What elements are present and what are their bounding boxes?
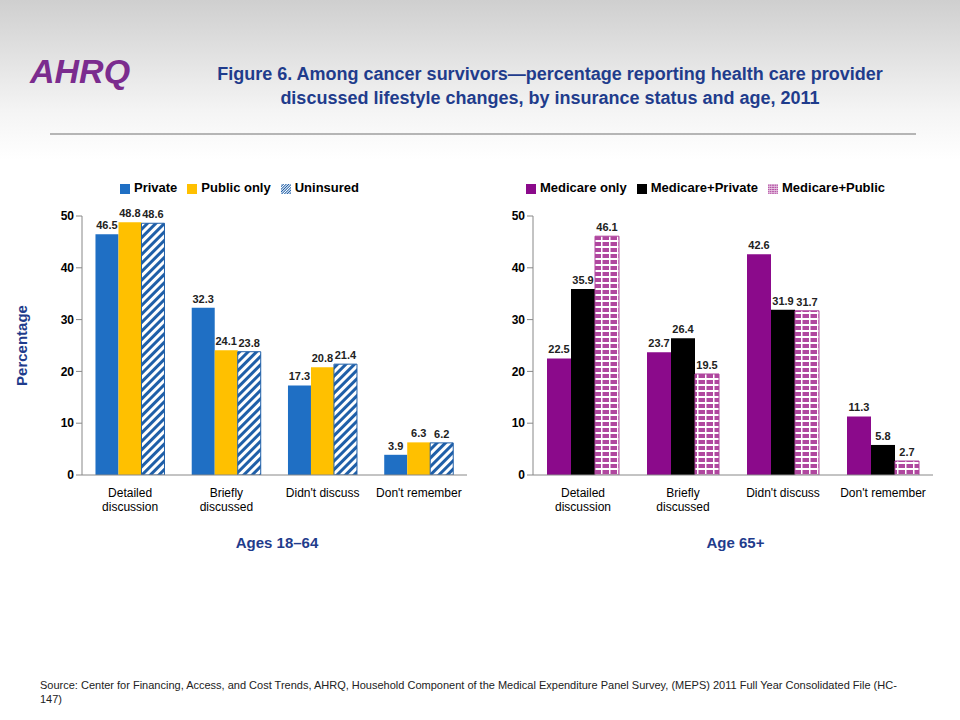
svg-text:0: 0 bbox=[67, 468, 74, 482]
svg-text:42.6: 42.6 bbox=[748, 239, 769, 251]
html-text:AHRQ: AHRQ bbox=[30, 52, 131, 90]
svg-text:Brieflydiscussed: Brieflydiscussed bbox=[200, 486, 253, 514]
svg-text:Don't remember: Don't remember bbox=[376, 486, 462, 500]
svg-text:20.8: 20.8 bbox=[312, 352, 333, 364]
svg-text:31.7: 31.7 bbox=[796, 296, 817, 308]
svg-text:Detaileddiscussion: Detaileddiscussion bbox=[555, 486, 611, 514]
svg-text:32.3: 32.3 bbox=[193, 293, 214, 305]
html-text:Uninsured: Uninsured bbox=[294, 180, 359, 195]
html-text:Medicare+Public: Medicare+Public bbox=[782, 180, 885, 195]
html-text:Figure 6. Among cancer survivo: Figure 6. Among cancer survivors—percent… bbox=[217, 64, 883, 108]
svg-text:31.9: 31.9 bbox=[772, 295, 793, 307]
svg-text:24.1: 24.1 bbox=[216, 335, 237, 347]
svg-text:Percentage: Percentage bbox=[13, 305, 30, 386]
svg-text:48.8: 48.8 bbox=[119, 207, 140, 219]
html-text:Medicare+Private: Medicare+Private bbox=[650, 180, 758, 195]
svg-text:11.3: 11.3 bbox=[849, 401, 870, 413]
html-text:Ages 18–64: Ages 18–64 bbox=[235, 534, 319, 551]
svg-text:50: 50 bbox=[61, 209, 75, 223]
svg-text:2.7: 2.7 bbox=[899, 446, 914, 458]
html-text:Medicare only: Medicare only bbox=[540, 180, 627, 195]
svg-text:6.3: 6.3 bbox=[411, 427, 426, 439]
svg-text:10: 10 bbox=[61, 416, 75, 430]
svg-text:30: 30 bbox=[61, 313, 75, 327]
svg-text:21.4: 21.4 bbox=[335, 349, 357, 361]
svg-text:50: 50 bbox=[512, 209, 526, 223]
svg-text:17.3: 17.3 bbox=[289, 370, 310, 382]
svg-text:20: 20 bbox=[61, 365, 75, 379]
svg-text:22.5: 22.5 bbox=[548, 343, 569, 355]
svg-text:40: 40 bbox=[512, 261, 526, 275]
svg-text:30: 30 bbox=[512, 313, 526, 327]
svg-text:10: 10 bbox=[512, 416, 526, 430]
html-text:Source: Center for Financing,: Source: Center for Financing, Access, an… bbox=[40, 679, 897, 705]
svg-text:46.1: 46.1 bbox=[596, 221, 617, 233]
svg-text:46.5: 46.5 bbox=[96, 219, 117, 231]
svg-text:5.8: 5.8 bbox=[875, 430, 890, 442]
html-text:Age 65+: Age 65+ bbox=[706, 534, 765, 551]
svg-text:Didn't discuss: Didn't discuss bbox=[286, 486, 360, 500]
svg-text:Don't remember: Don't remember bbox=[840, 486, 926, 500]
svg-text:48.6: 48.6 bbox=[142, 208, 163, 220]
svg-text:20: 20 bbox=[512, 365, 526, 379]
svg-text:6.2: 6.2 bbox=[434, 428, 449, 440]
svg-text:40: 40 bbox=[61, 261, 75, 275]
svg-text:3.9: 3.9 bbox=[388, 440, 403, 452]
svg-text:23.7: 23.7 bbox=[648, 337, 669, 349]
svg-text:19.5: 19.5 bbox=[696, 359, 717, 371]
html-text:Public only: Public only bbox=[201, 180, 271, 195]
svg-text:35.9: 35.9 bbox=[572, 274, 593, 286]
svg-text:26.4: 26.4 bbox=[672, 323, 694, 335]
svg-text:Didn't discuss: Didn't discuss bbox=[746, 486, 820, 500]
svg-text:0: 0 bbox=[518, 468, 525, 482]
svg-text:Brieflydiscussed: Brieflydiscussed bbox=[656, 486, 709, 514]
html-text:Private: Private bbox=[134, 180, 178, 195]
svg-text:23.8: 23.8 bbox=[239, 337, 260, 349]
svg-text:Detaileddiscussion: Detaileddiscussion bbox=[102, 486, 158, 514]
